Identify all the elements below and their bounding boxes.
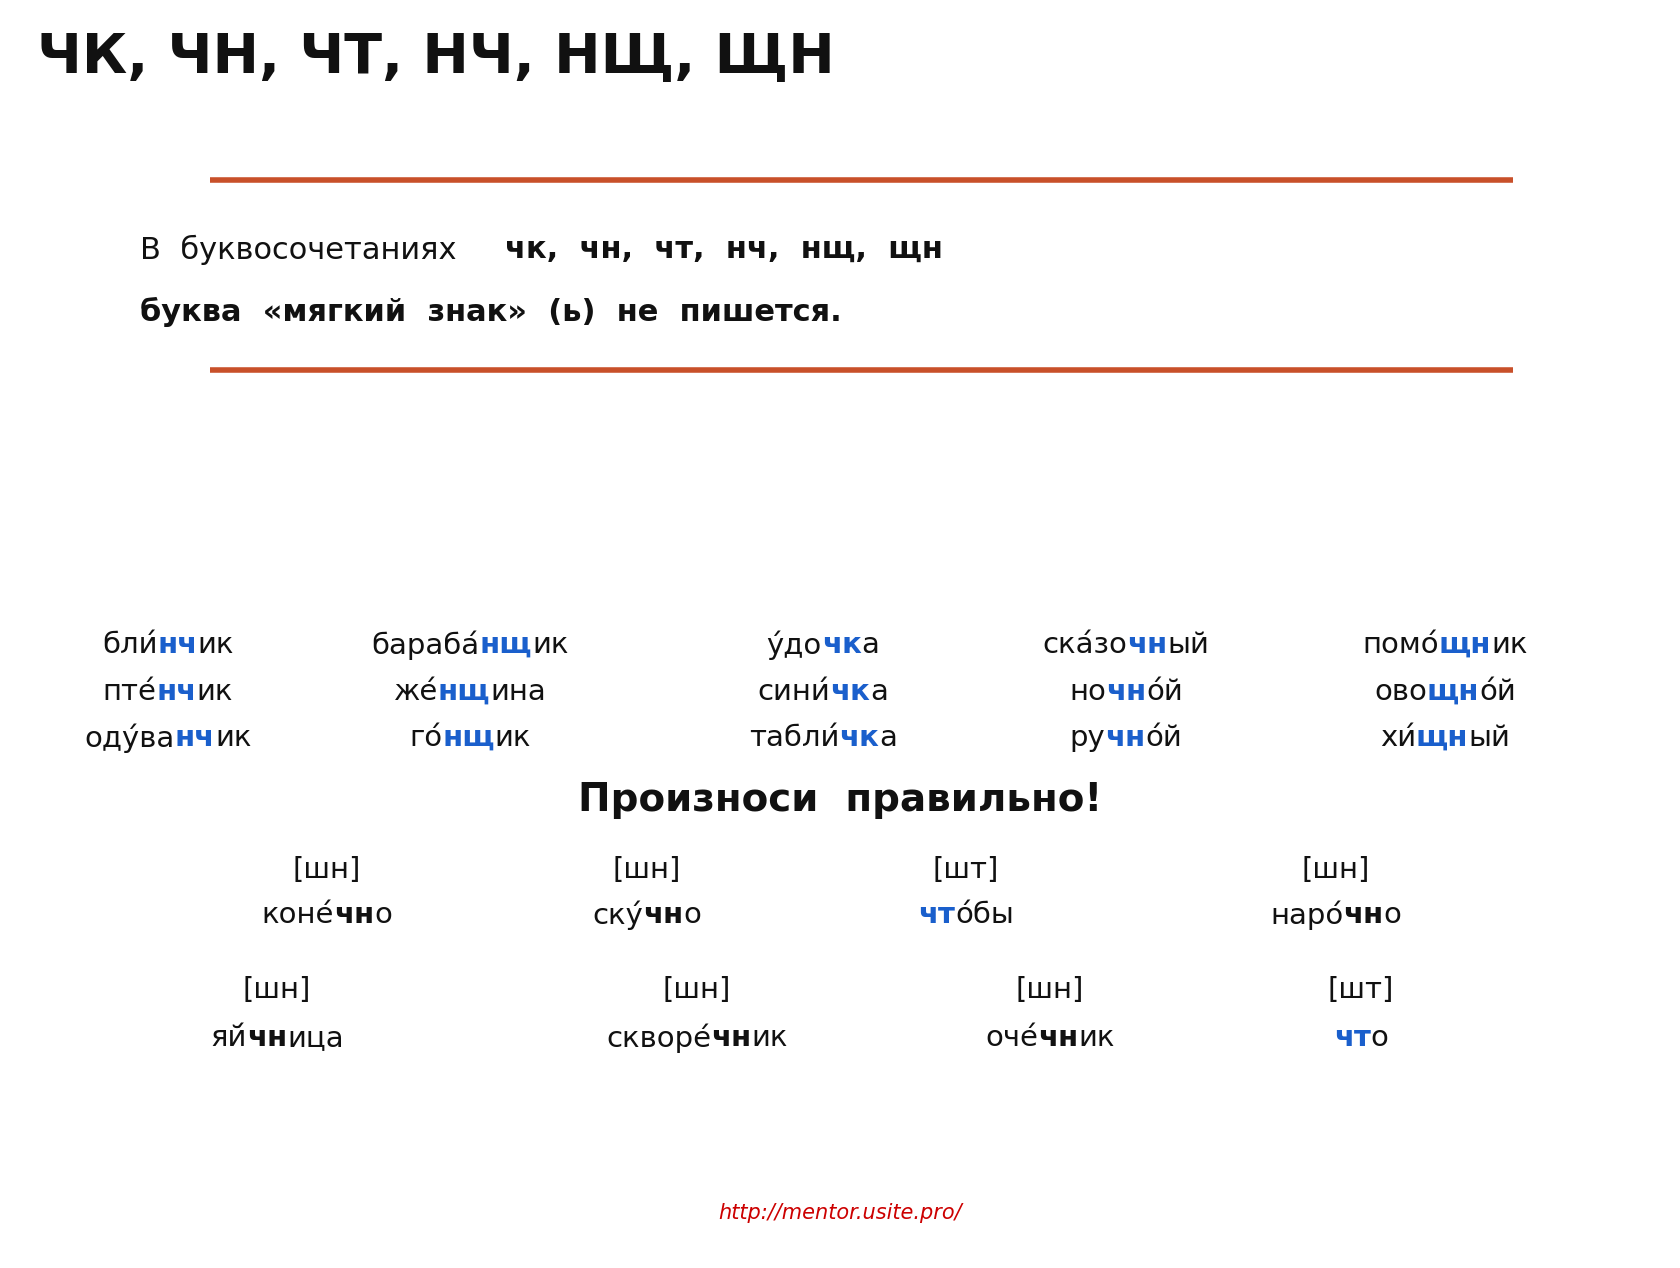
Text: нщ: нщ: [479, 631, 533, 659]
Text: наро́: наро́: [1270, 900, 1342, 929]
Text: http://mentor.usite.pro/: http://mentor.usite.pro/: [719, 1203, 961, 1224]
Text: о́й: о́й: [1146, 724, 1181, 752]
Text: а: а: [870, 678, 887, 706]
Text: [шн]: [шн]: [662, 976, 731, 1004]
Text: чн: чн: [247, 1025, 287, 1052]
Text: а: а: [879, 724, 897, 752]
Text: помо́: помо́: [1361, 631, 1438, 659]
Text: чн: чн: [334, 902, 375, 929]
Text: [шн]: [шн]: [1015, 976, 1084, 1004]
Text: ик: ик: [751, 1025, 788, 1052]
Text: коне́: коне́: [262, 902, 334, 929]
Text: ик: ик: [1077, 1025, 1114, 1052]
FancyBboxPatch shape: [20, 13, 509, 103]
Text: щн: щн: [1426, 678, 1478, 706]
Text: табли́: табли́: [749, 724, 838, 752]
Text: ица: ица: [287, 1025, 343, 1052]
Text: нч: нч: [156, 678, 197, 706]
Text: ик: ик: [494, 724, 531, 752]
Text: нщ: нщ: [438, 678, 491, 706]
Text: чн: чн: [1105, 678, 1146, 706]
Text: ик: ик: [197, 678, 234, 706]
Text: ска́зо: ска́зо: [1042, 631, 1127, 659]
Text: [шн]: [шн]: [613, 856, 680, 884]
Text: чк,  чн,  чт,  нч,  нщ,  щн: чк, чн, чт, нч, нщ, щн: [504, 235, 942, 264]
Text: бли́: бли́: [102, 631, 158, 659]
Text: оду́ва: оду́ва: [84, 723, 175, 753]
Text: чк: чк: [838, 724, 879, 752]
Text: но: но: [1068, 678, 1105, 706]
Text: [шн]: [шн]: [242, 976, 311, 1004]
Text: пте́: пте́: [102, 678, 156, 706]
Text: чн: чн: [1127, 631, 1168, 659]
Text: ску́: ску́: [591, 900, 643, 929]
Text: скворе́: скворе́: [606, 1023, 711, 1052]
Text: буква  «мягкий  знак»  (ь)  не  пишется.: буква «мягкий знак» (ь) не пишется.: [139, 298, 842, 327]
Text: В  буквосочетаниях: В буквосочетаниях: [139, 235, 475, 265]
Text: нч: нч: [175, 724, 215, 752]
Text: о: о: [684, 902, 701, 929]
Text: же́: же́: [393, 678, 438, 706]
Text: чн: чн: [1105, 724, 1146, 752]
Text: чк: чк: [822, 631, 862, 659]
Text: а: а: [862, 631, 879, 659]
Text: ЧК, ЧН, ЧТ, НЧ, НЩ, ЩН: ЧК, ЧН, ЧТ, НЧ, НЩ, ЩН: [37, 30, 835, 85]
Text: [шн]: [шн]: [292, 856, 361, 884]
Text: ик: ик: [215, 724, 252, 752]
Text: [шн]: [шн]: [1300, 856, 1369, 884]
Text: щн: щн: [1438, 631, 1490, 659]
Text: сини́: сини́: [758, 678, 830, 706]
Text: о́бы: о́бы: [954, 902, 1013, 929]
Text: чт: чт: [917, 902, 954, 929]
Text: чн: чн: [711, 1025, 751, 1052]
Text: ина: ина: [491, 678, 546, 706]
Text: ик: ик: [1490, 631, 1527, 659]
Text: чн: чн: [643, 902, 684, 929]
Text: чк: чк: [830, 678, 870, 706]
Text: [шт]: [шт]: [1327, 976, 1393, 1004]
Text: ый: ый: [1168, 631, 1210, 659]
Text: [шт]: [шт]: [932, 856, 998, 884]
Text: ово: ово: [1373, 678, 1426, 706]
Text: ый: ый: [1468, 724, 1509, 752]
Text: го́: го́: [408, 724, 442, 752]
Text: о: о: [1369, 1025, 1388, 1052]
Text: о: о: [375, 902, 391, 929]
Text: ик: ик: [198, 631, 234, 659]
Text: нщ: нщ: [442, 724, 494, 752]
Text: ик: ик: [533, 631, 568, 659]
Text: у́до: у́до: [766, 630, 822, 659]
Text: бараба́: бараба́: [371, 630, 479, 659]
Text: хи́: хи́: [1379, 724, 1415, 752]
Text: оче́: оче́: [984, 1025, 1038, 1052]
Text: нч: нч: [158, 631, 198, 659]
Text: чн: чн: [1038, 1025, 1077, 1052]
Text: чн: чн: [1342, 902, 1383, 929]
Text: о́й: о́й: [1478, 678, 1515, 706]
Text: о: о: [1383, 902, 1401, 929]
Text: Произноси  правильно!: Произноси правильно!: [578, 781, 1102, 819]
Text: о́й: о́й: [1146, 678, 1183, 706]
Text: чт: чт: [1332, 1025, 1369, 1052]
Text: яй́: яй́: [210, 1025, 247, 1052]
FancyBboxPatch shape: [104, 180, 1576, 370]
Text: ру: ру: [1068, 724, 1105, 752]
Text: щн: щн: [1415, 724, 1468, 752]
